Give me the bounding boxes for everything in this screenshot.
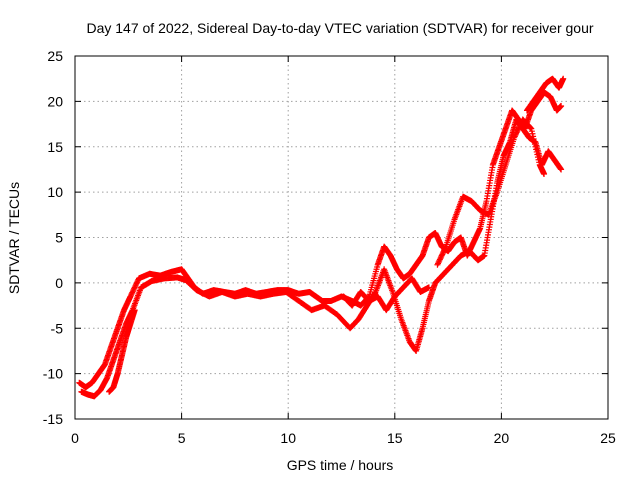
x-tick-label: 5	[178, 430, 186, 446]
data-point	[425, 284, 432, 291]
series-track-f	[523, 75, 567, 114]
x-tick-labels: 0 5 10 15 20 25	[71, 430, 616, 446]
y-tick-label: 25	[47, 48, 63, 64]
axis-ticks	[74, 55, 609, 420]
x-tick-label: 20	[494, 430, 510, 446]
y-tick-label: 15	[47, 139, 63, 155]
series-track-d	[340, 275, 432, 314]
x-tick-label: 10	[280, 430, 296, 446]
data-point-interp	[527, 124, 534, 131]
series-track-c	[106, 307, 138, 395]
series-track-e	[434, 116, 548, 268]
data-point-interp	[442, 244, 449, 251]
data-point	[558, 166, 565, 173]
y-tick-label: -5	[51, 320, 64, 336]
data-point	[541, 170, 548, 177]
y-tick-label: 20	[47, 93, 63, 109]
data-points	[76, 75, 567, 400]
x-tick-label: 15	[387, 430, 403, 446]
x-axis-label: GPS time / hours	[287, 457, 394, 473]
data-point-interp	[527, 124, 534, 131]
y-tick-label: 0	[55, 275, 63, 291]
chart-title: Day 147 of 2022, Sidereal Day-to-day VTE…	[86, 20, 593, 36]
x-tick-label: 0	[71, 430, 79, 446]
series-track-a	[76, 89, 565, 391]
data-point	[560, 75, 567, 82]
y-tick-label: -15	[43, 411, 63, 427]
y-tick-label: -10	[43, 366, 63, 382]
y-tick-label: 10	[47, 184, 63, 200]
x-tick-label: 25	[600, 430, 616, 446]
data-point	[558, 102, 565, 109]
series-track-b	[78, 116, 565, 400]
y-axis-label: SDTVAR / TECUs	[6, 182, 22, 294]
grid-lines	[75, 56, 608, 419]
data-point	[131, 307, 138, 314]
y-tick-labels: -15 -10 -5 0 5 10 15 20 25	[43, 48, 63, 427]
y-tick-label: 5	[55, 230, 63, 246]
